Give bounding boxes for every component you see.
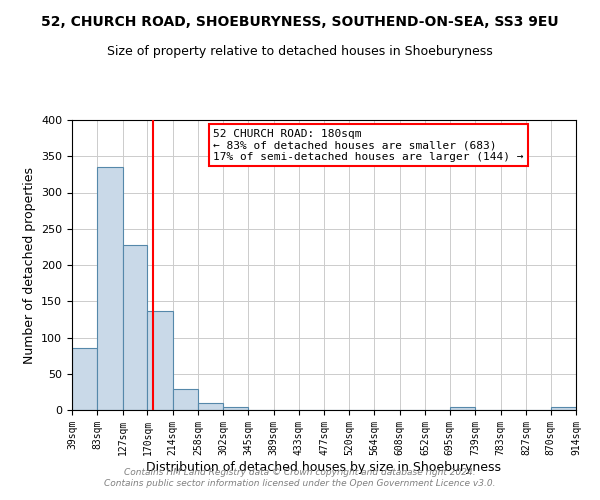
Text: 52 CHURCH ROAD: 180sqm
← 83% of detached houses are smaller (683)
17% of semi-de: 52 CHURCH ROAD: 180sqm ← 83% of detached… <box>213 128 524 162</box>
Bar <box>148 312 173 410</box>
Bar <box>551 407 576 410</box>
Bar <box>97 167 122 410</box>
Bar <box>198 403 223 410</box>
Text: Contains HM Land Registry data © Crown copyright and database right 2024.
Contai: Contains HM Land Registry data © Crown c… <box>104 468 496 487</box>
Text: Size of property relative to detached houses in Shoeburyness: Size of property relative to detached ho… <box>107 45 493 58</box>
Text: 52, CHURCH ROAD, SHOEBURYNESS, SOUTHEND-ON-SEA, SS3 9EU: 52, CHURCH ROAD, SHOEBURYNESS, SOUTHEND-… <box>41 15 559 29</box>
Bar <box>72 348 97 410</box>
Bar <box>173 389 198 410</box>
X-axis label: Distribution of detached houses by size in Shoeburyness: Distribution of detached houses by size … <box>146 460 502 473</box>
Bar <box>122 244 148 410</box>
Bar <box>223 407 248 410</box>
Bar <box>450 407 475 410</box>
Y-axis label: Number of detached properties: Number of detached properties <box>23 166 35 364</box>
